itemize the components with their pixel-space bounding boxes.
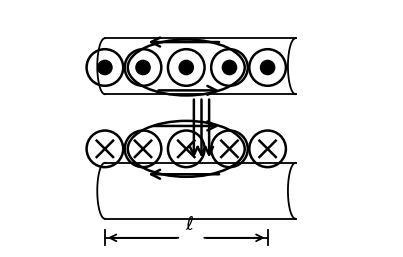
Text: $\ell$: $\ell$ (185, 215, 195, 234)
Circle shape (136, 60, 150, 75)
Circle shape (179, 60, 193, 75)
Circle shape (260, 60, 275, 75)
Circle shape (98, 60, 112, 75)
Circle shape (222, 60, 237, 75)
